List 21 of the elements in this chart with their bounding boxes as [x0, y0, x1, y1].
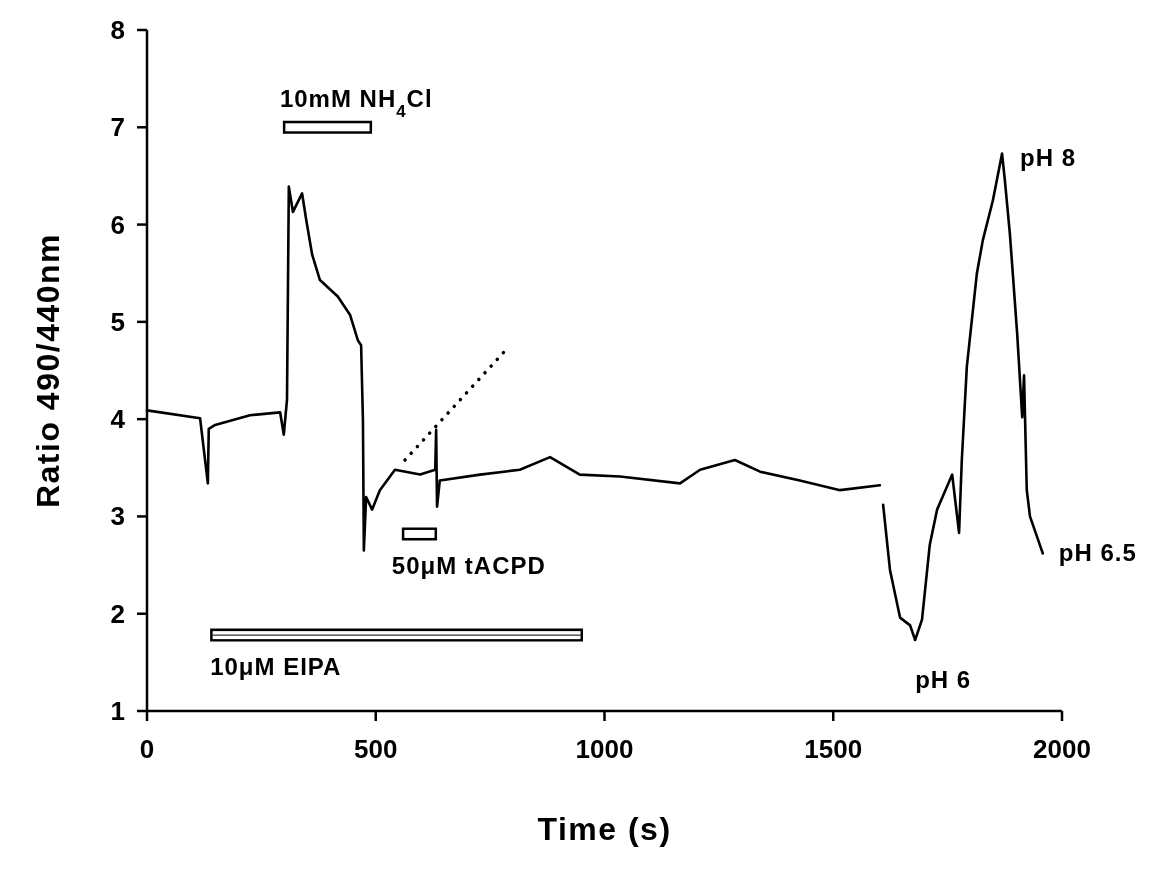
y-tick-label: 6 — [110, 209, 125, 240]
series-label: 10mM NH$_{4}$Cl — [279, 85, 433, 121]
x-tick-label: 1500 — [804, 734, 863, 764]
series-label: 10μM EIPA — [210, 653, 342, 681]
y-tick-label: 4 — [110, 404, 126, 435]
y-tick-label: 1 — [110, 696, 125, 726]
y-tick-label: 2 — [110, 598, 125, 629]
x-axis-title: Time (s) — [537, 811, 672, 847]
x-tick-label: 1000 — [575, 734, 634, 764]
series-label: 50μM tACPD — [391, 551, 546, 579]
y-tick-label: 3 — [110, 501, 125, 532]
y-tick-label: 5 — [110, 306, 125, 337]
y-tick-label: 8 — [110, 15, 125, 45]
annotation: pH 8 — [1020, 143, 1077, 171]
x-tick-label: 0 — [139, 734, 155, 764]
y-axis-title: Ratio 490/440nm — [30, 232, 66, 509]
annotation: pH 6.5 — [1058, 539, 1137, 567]
y-tick-label: 7 — [110, 112, 125, 143]
annotation: pH 6 — [915, 665, 972, 693]
x-tick-label: 500 — [354, 734, 398, 764]
x-tick-label: 2000 — [1033, 734, 1091, 764]
